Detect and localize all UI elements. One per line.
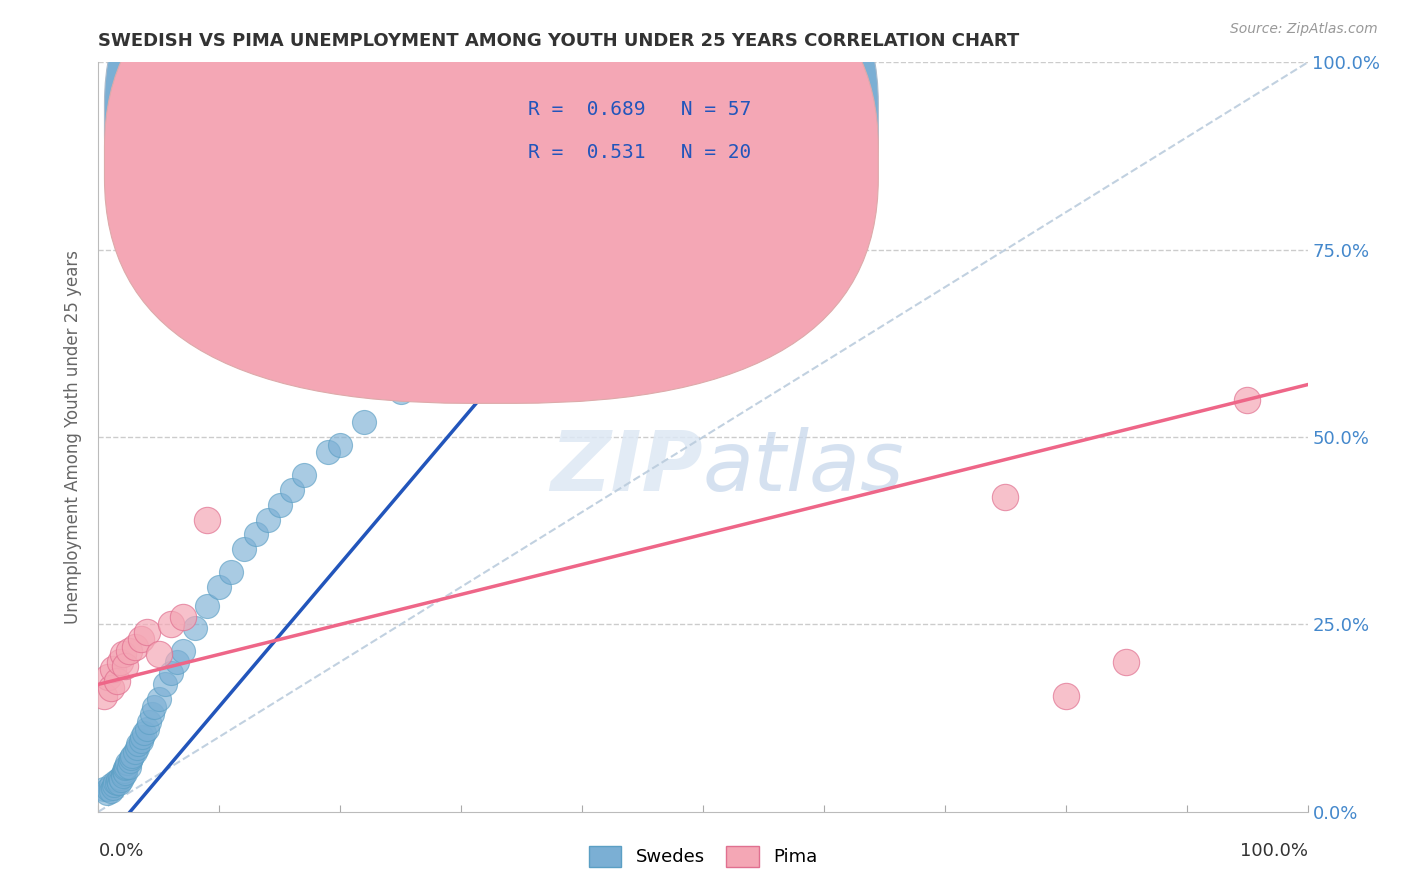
Point xyxy=(105,673,128,688)
Point xyxy=(1115,655,1137,669)
Point xyxy=(100,779,122,793)
Point xyxy=(131,730,153,744)
FancyBboxPatch shape xyxy=(104,0,879,359)
Point xyxy=(172,643,194,657)
Text: R =  0.531   N = 20: R = 0.531 N = 20 xyxy=(527,143,751,161)
Point xyxy=(111,767,134,781)
Point xyxy=(160,666,183,681)
Point xyxy=(129,733,152,747)
Point xyxy=(127,737,149,751)
Point xyxy=(108,776,131,790)
Point xyxy=(124,745,146,759)
Point xyxy=(100,681,122,695)
Point xyxy=(148,692,170,706)
Text: Source: ZipAtlas.com: Source: ZipAtlas.com xyxy=(1230,22,1378,37)
Point xyxy=(184,621,207,635)
Point xyxy=(110,773,132,788)
Point xyxy=(143,699,166,714)
Point xyxy=(292,467,315,482)
Point xyxy=(108,771,131,785)
Text: atlas: atlas xyxy=(703,426,904,508)
Text: ZIP: ZIP xyxy=(550,426,703,508)
Point xyxy=(127,741,149,756)
Point xyxy=(118,643,141,657)
Point xyxy=(195,512,218,526)
Point xyxy=(329,437,352,451)
Point xyxy=(135,624,157,639)
Point xyxy=(108,655,131,669)
FancyBboxPatch shape xyxy=(456,96,818,197)
Point xyxy=(208,580,231,594)
Point xyxy=(115,760,138,774)
Point xyxy=(256,512,278,526)
Point xyxy=(118,754,141,768)
Point xyxy=(160,617,183,632)
Point xyxy=(269,498,291,512)
Point xyxy=(498,318,520,332)
Point xyxy=(93,689,115,703)
Point xyxy=(281,483,304,497)
Point xyxy=(389,385,412,400)
Point xyxy=(97,670,120,684)
Point xyxy=(135,723,157,737)
Point xyxy=(114,765,136,780)
Text: 0.0%: 0.0% xyxy=(98,842,143,860)
Point xyxy=(114,761,136,775)
Point xyxy=(994,490,1017,504)
Point xyxy=(120,751,142,765)
Point xyxy=(316,445,339,459)
Point xyxy=(124,640,146,654)
Text: R =  0.689   N = 57: R = 0.689 N = 57 xyxy=(527,100,751,120)
Point xyxy=(172,610,194,624)
Point xyxy=(97,782,120,797)
Point xyxy=(195,599,218,613)
Point xyxy=(112,764,135,778)
Point xyxy=(111,769,134,783)
Legend: Swedes, Pima: Swedes, Pima xyxy=(581,838,825,874)
Point xyxy=(114,658,136,673)
Point xyxy=(547,295,569,310)
Point xyxy=(121,748,143,763)
Y-axis label: Unemployment Among Youth under 25 years: Unemployment Among Youth under 25 years xyxy=(65,250,83,624)
FancyBboxPatch shape xyxy=(104,0,879,403)
Text: SWEDISH VS PIMA UNEMPLOYMENT AMONG YOUTH UNDER 25 YEARS CORRELATION CHART: SWEDISH VS PIMA UNEMPLOYMENT AMONG YOUTH… xyxy=(98,32,1019,50)
Point xyxy=(117,756,139,770)
Point xyxy=(100,783,122,797)
Point xyxy=(104,774,127,789)
Point xyxy=(105,776,128,790)
Point xyxy=(101,662,124,676)
Point xyxy=(118,760,141,774)
Point xyxy=(141,707,163,722)
Point xyxy=(1236,392,1258,407)
Point xyxy=(463,340,485,354)
Point xyxy=(101,780,124,795)
Point xyxy=(134,726,156,740)
Point xyxy=(1054,689,1077,703)
Point xyxy=(232,542,254,557)
Point xyxy=(153,677,176,691)
Point xyxy=(353,415,375,429)
Point xyxy=(245,527,267,541)
Point xyxy=(426,362,449,376)
Point xyxy=(111,648,134,662)
Point xyxy=(148,648,170,662)
Point xyxy=(221,565,243,579)
Point xyxy=(129,632,152,647)
Point xyxy=(96,786,118,800)
Point xyxy=(138,714,160,729)
Point xyxy=(166,655,188,669)
Point xyxy=(107,773,129,788)
Point xyxy=(103,779,125,793)
Text: 100.0%: 100.0% xyxy=(1240,842,1308,860)
Point xyxy=(93,782,115,797)
